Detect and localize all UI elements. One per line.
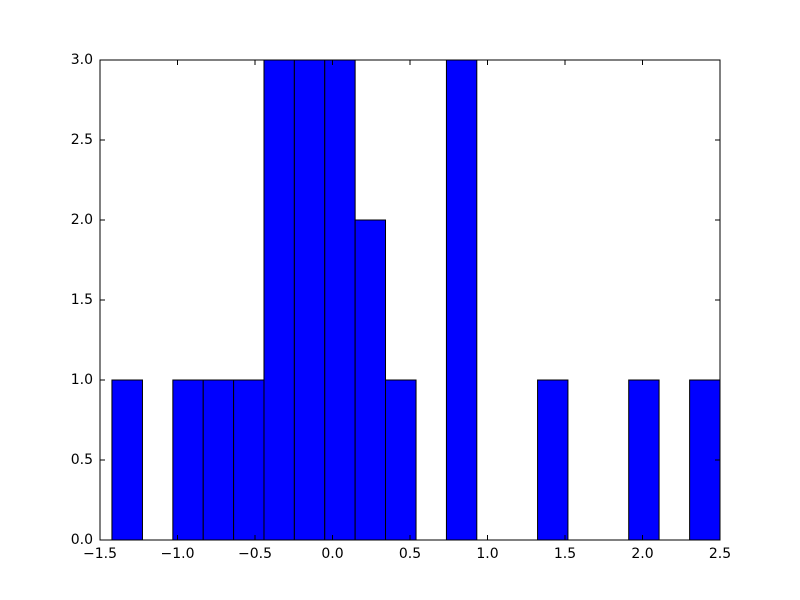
y-tick-label: 1.0: [71, 372, 93, 388]
x-tick-label: −1.5: [83, 546, 117, 562]
bar: [354, 219, 387, 541]
y-tick-label: 2.0: [71, 212, 93, 228]
bar: [445, 59, 478, 541]
x-tick-label: −0.5: [238, 546, 272, 562]
bar: [385, 379, 417, 541]
bar: [324, 59, 356, 541]
y-tick-label: 0.0: [71, 532, 93, 548]
y-tick-label: 1.5: [71, 292, 93, 308]
bar: [172, 379, 204, 541]
bar: [202, 379, 235, 541]
x-tick-label: 1.0: [476, 546, 498, 562]
bar: [233, 379, 265, 541]
bar: [689, 379, 721, 541]
bar: [263, 59, 295, 541]
x-tick-label: 2.0: [631, 546, 653, 562]
x-tick-label: 0.5: [399, 546, 421, 562]
x-tick-label: 2.5: [709, 546, 731, 562]
y-tick-label: 3.0: [71, 52, 93, 68]
x-tick-label: 0.0: [321, 546, 343, 562]
x-tick-label: 1.5: [554, 546, 576, 562]
bar: [628, 379, 660, 541]
y-tick-label: 0.5: [71, 452, 93, 468]
x-tick-label: −1.0: [161, 546, 195, 562]
bar: [111, 379, 143, 541]
y-tick-label: 2.5: [71, 132, 93, 148]
bar: [537, 379, 569, 541]
bar: [293, 59, 326, 541]
